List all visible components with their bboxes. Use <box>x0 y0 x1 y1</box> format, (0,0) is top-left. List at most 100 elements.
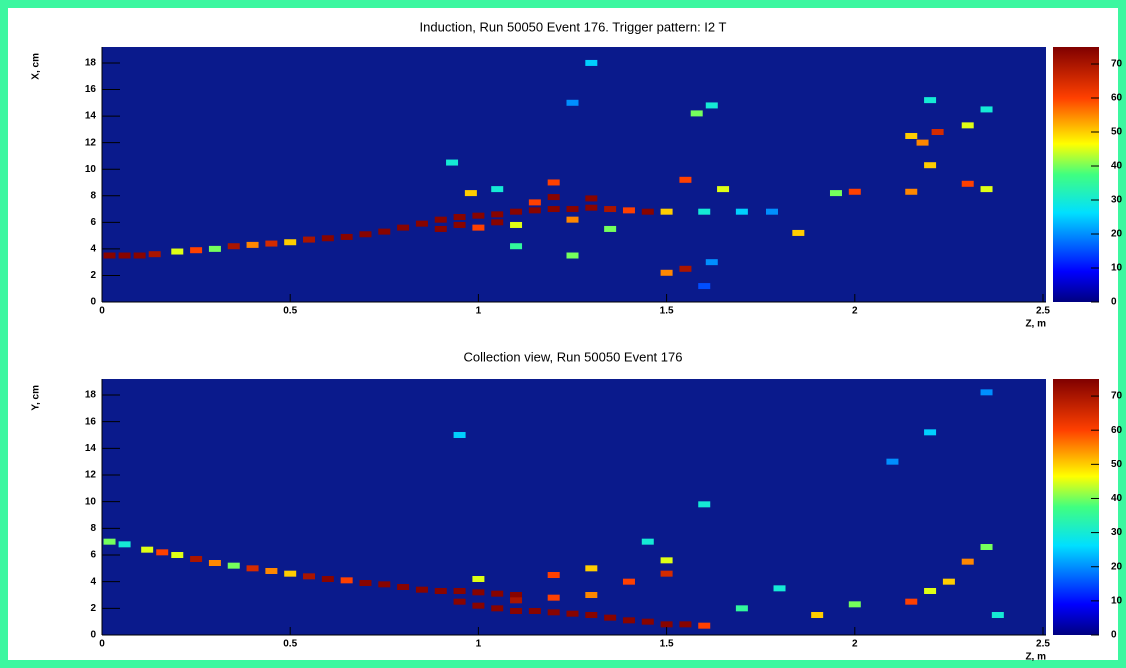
y-tick-label: 4 <box>90 576 96 587</box>
cell <box>340 233 353 240</box>
cell <box>604 614 617 621</box>
cell <box>265 240 278 247</box>
cell <box>622 578 635 585</box>
x-tick-label: 0.5 <box>283 306 297 317</box>
cell <box>547 594 560 601</box>
cell <box>510 208 523 215</box>
cell <box>773 585 786 592</box>
cell <box>961 558 974 565</box>
cell <box>886 458 899 465</box>
cell <box>547 179 560 186</box>
cell <box>980 186 993 193</box>
cell <box>491 590 504 597</box>
colorbar-tick-label: 60 <box>1111 425 1123 436</box>
cell <box>118 541 131 548</box>
cell <box>698 208 711 215</box>
colorbar <box>1053 379 1099 635</box>
cell <box>208 245 221 252</box>
colorbar-tick-label: 60 <box>1111 93 1123 104</box>
cell <box>792 229 805 236</box>
colorbar-tick-label: 0 <box>1111 297 1117 308</box>
cell <box>118 252 131 259</box>
y-tick-label: 2 <box>90 270 96 281</box>
cell <box>916 139 929 146</box>
y-axis-label: X, cm <box>31 53 42 80</box>
cell <box>765 208 778 215</box>
cell <box>321 235 334 242</box>
cell <box>321 576 334 582</box>
cell <box>171 552 184 558</box>
cell <box>446 159 459 166</box>
cell <box>227 243 240 250</box>
cell <box>566 610 579 617</box>
y-tick-label: 16 <box>85 416 97 427</box>
cell <box>566 252 579 259</box>
cell <box>641 618 654 625</box>
x-tick-label: 1 <box>476 306 482 317</box>
cell <box>905 188 918 195</box>
cell <box>811 612 824 618</box>
cell <box>528 608 541 614</box>
cell <box>660 570 673 577</box>
cell <box>698 283 711 290</box>
cell <box>190 247 203 254</box>
cell <box>622 207 635 214</box>
cell <box>735 605 748 612</box>
cell <box>566 216 579 223</box>
cell <box>453 214 466 220</box>
cell <box>171 248 184 255</box>
cell <box>246 241 259 248</box>
x-tick-label: 2.5 <box>1036 639 1050 650</box>
cell <box>397 224 410 231</box>
colorbar-tick-label: 10 <box>1111 596 1123 607</box>
cell <box>585 612 598 618</box>
x-tick-label: 0 <box>99 639 105 650</box>
cell <box>133 252 146 259</box>
y-axis-label: Y, cm <box>31 385 42 411</box>
cell <box>924 97 937 104</box>
cell <box>148 251 161 258</box>
cell <box>359 231 372 238</box>
cell <box>397 584 410 590</box>
cell <box>303 236 316 243</box>
cell <box>829 190 842 197</box>
colorbar-tick-label: 50 <box>1111 459 1123 470</box>
colorbar-tick-label: 40 <box>1111 161 1123 172</box>
cell <box>510 243 523 250</box>
cell <box>472 212 485 219</box>
cell <box>690 110 703 117</box>
colorbar-tick-label: 10 <box>1111 263 1123 274</box>
cell <box>735 208 748 215</box>
colorbar-tick-label: 40 <box>1111 493 1123 504</box>
y-tick-label: 12 <box>85 470 97 481</box>
y-tick-label: 4 <box>90 244 96 255</box>
colorbar-tick-label: 70 <box>1111 391 1123 402</box>
colorbar-tick-label: 30 <box>1111 527 1123 538</box>
cell <box>265 568 278 574</box>
cell <box>961 180 974 187</box>
cell <box>585 59 598 66</box>
cell <box>491 219 504 226</box>
cell <box>528 207 541 214</box>
cell <box>284 570 297 577</box>
cell <box>698 622 711 629</box>
chart-title: Induction, Run 50050 Event 176. Trigger … <box>420 19 727 34</box>
plot-area <box>102 47 1046 302</box>
cell <box>491 186 504 193</box>
cell <box>705 259 718 266</box>
cell <box>156 549 169 556</box>
cell <box>698 501 711 508</box>
cell <box>980 389 993 396</box>
cell <box>679 265 692 272</box>
y-tick-label: 10 <box>85 164 97 175</box>
colorbar-tick-label: 70 <box>1111 59 1123 70</box>
x-tick-label: 2 <box>852 306 858 317</box>
cell <box>705 102 718 109</box>
y-tick-label: 16 <box>85 84 97 95</box>
cell <box>585 195 598 202</box>
colorbar-tick-label: 20 <box>1111 561 1123 572</box>
cell <box>491 211 504 218</box>
y-tick-label: 18 <box>85 390 97 401</box>
cell <box>453 588 466 594</box>
